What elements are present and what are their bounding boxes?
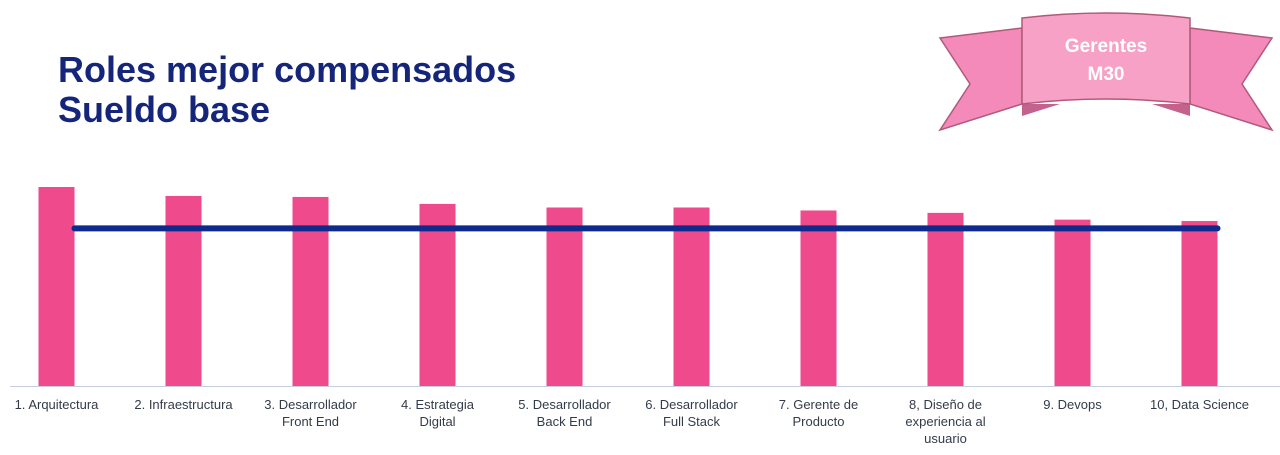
x-tick-label-8-line-3: usuario xyxy=(924,431,967,446)
bar-6 xyxy=(673,207,710,386)
chart-title-line1: Roles mejor compensados xyxy=(58,49,517,90)
ribbon-text-line1: Gerentes xyxy=(1065,36,1147,57)
bar-4 xyxy=(419,203,456,386)
bar-7 xyxy=(800,210,837,386)
bar-10 xyxy=(1181,221,1218,386)
ribbon-right-fold xyxy=(1152,104,1190,116)
bar-3 xyxy=(292,196,329,386)
x-tick-label-6-line-1: 6. Desarrollador xyxy=(645,397,738,412)
bar-1 xyxy=(38,187,75,386)
x-tick-label-4-line-1: 4. Estrategia xyxy=(401,397,475,412)
x-tick-label-5-line-2: Back End xyxy=(537,414,593,429)
chart-title-line2: Sueldo base xyxy=(58,89,271,130)
bars-group xyxy=(38,187,1218,386)
ribbon-left-tail xyxy=(938,27,1023,132)
x-tick-label-8-line-1: 8, Diseño de xyxy=(909,397,982,412)
ribbon-badge: Gerentes M30 xyxy=(938,12,1274,132)
x-tick-label-5-line-1: 5. Desarrollador xyxy=(518,397,611,412)
ribbon-right-tail xyxy=(1189,27,1274,132)
bar-9 xyxy=(1054,219,1091,386)
x-tick-label-10-line-1: 10, Data Science xyxy=(1150,397,1249,412)
x-tick-label-1-line-1: 1. Arquitectura xyxy=(15,397,100,412)
bar-5 xyxy=(546,207,583,386)
ribbon-text-line2: M30 xyxy=(1088,64,1125,85)
x-tick-label-7-line-2: Producto xyxy=(792,414,844,429)
x-tick-label-4-line-2: Digital xyxy=(419,414,455,429)
ribbon-front-panel xyxy=(1021,12,1191,105)
bar-8 xyxy=(927,212,964,386)
x-tick-label-8-line-2: experiencia al xyxy=(905,414,985,429)
chart-title: Roles mejor compensados Sueldo base xyxy=(58,50,516,130)
x-tick-label-7-line-1: 7. Gerente de xyxy=(779,397,859,412)
x-tick-label-9-line-1: 9. Devops xyxy=(1043,397,1102,412)
x-tick-label-3-line-2: Front End xyxy=(282,414,339,429)
bar-2 xyxy=(165,195,202,386)
x-tick-labels: 1. Arquitectura 2. Infraestructura 3. Desa… xyxy=(15,397,1249,446)
ribbon-left-fold xyxy=(1022,104,1060,116)
x-tick-label-6-line-2: Full Stack xyxy=(663,414,721,429)
x-tick-label-3-line-1: 3. Desarrollador xyxy=(264,397,357,412)
x-tick-label-2-line-1: 2. Infraestructura xyxy=(134,397,233,412)
